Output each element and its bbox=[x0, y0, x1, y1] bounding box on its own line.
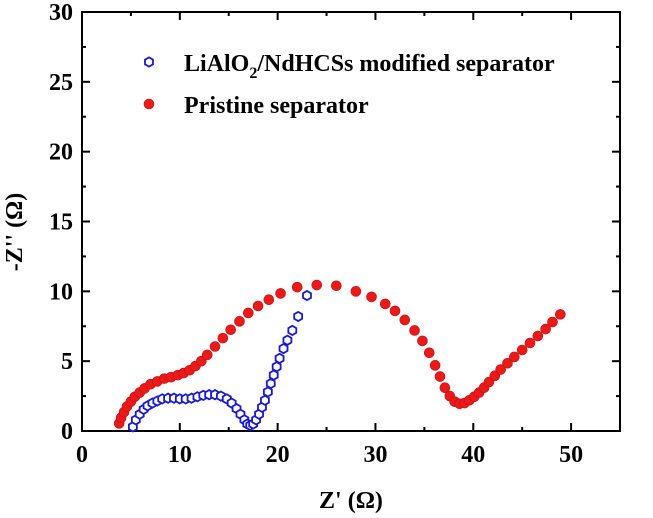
data-point bbox=[379, 298, 391, 310]
x-axis-label: Z' (Ω) bbox=[319, 488, 383, 514]
y-tick-label: 0 bbox=[61, 419, 73, 445]
data-point bbox=[268, 369, 279, 381]
data-point bbox=[209, 341, 221, 352]
x-tick-label: 20 bbox=[266, 442, 290, 468]
x-tick-label: 0 bbox=[76, 442, 88, 468]
data-point bbox=[532, 330, 544, 342]
data-point bbox=[399, 314, 411, 326]
data-point bbox=[495, 364, 506, 375]
data-point bbox=[271, 361, 282, 373]
data-point bbox=[201, 349, 213, 361]
data-point bbox=[242, 307, 254, 319]
x-tick-label: 40 bbox=[461, 442, 485, 468]
data-point bbox=[350, 286, 362, 297]
axis-labels: Z' (Ω) -Z'' (Ω) bbox=[2, 193, 383, 514]
series-pristine-separator bbox=[113, 279, 566, 429]
data-point bbox=[439, 382, 451, 394]
data-point bbox=[509, 351, 520, 363]
data-point bbox=[293, 310, 304, 323]
series-modified-separator bbox=[127, 289, 312, 433]
x-tick-label: 50 bbox=[559, 442, 583, 468]
legend-label-pristine: Pristine separator bbox=[184, 93, 369, 119]
data-point bbox=[287, 324, 298, 337]
data-point bbox=[291, 281, 303, 293]
data-point bbox=[389, 305, 401, 317]
legend: LiAlO2/NdHCSs modified separator Pristine… bbox=[143, 51, 555, 119]
y-tick-label: 5 bbox=[61, 349, 73, 375]
y-tick-label: 15 bbox=[49, 210, 73, 236]
y-axis-label: -Z'' (Ω) bbox=[2, 193, 28, 272]
y-tick-label: 10 bbox=[49, 279, 73, 305]
legend-marker-modified bbox=[144, 56, 154, 68]
x-tick-label: 30 bbox=[363, 442, 387, 468]
data-point bbox=[274, 352, 285, 365]
legend-label-subscript: 2 bbox=[249, 65, 257, 82]
y-tick-label: 20 bbox=[49, 140, 73, 166]
data-point bbox=[429, 360, 441, 371]
data-point bbox=[540, 323, 551, 335]
data-point bbox=[302, 289, 312, 302]
y-tick-label: 25 bbox=[49, 70, 73, 96]
data-point bbox=[217, 332, 229, 344]
legend-label-main: LiAlO bbox=[184, 51, 249, 77]
data-point bbox=[275, 288, 286, 299]
data-point bbox=[409, 325, 420, 336]
axes: 0 10 20 30 40 50 0 5 10 15 20 25 30 bbox=[49, 0, 621, 468]
data-point bbox=[252, 300, 264, 312]
data-point bbox=[524, 337, 536, 349]
data-point bbox=[547, 316, 558, 328]
data-point bbox=[516, 344, 528, 356]
data-point bbox=[366, 291, 377, 303]
y-tick-label: 30 bbox=[49, 0, 73, 26]
data-point bbox=[262, 386, 273, 398]
legend-label-rest: /NdHCSs modified separator bbox=[256, 51, 555, 77]
data-series bbox=[113, 279, 566, 433]
data-point bbox=[263, 294, 275, 306]
data-point bbox=[225, 324, 236, 336]
data-point bbox=[434, 371, 446, 382]
data-point bbox=[502, 357, 513, 369]
data-point bbox=[311, 279, 323, 291]
x-tick-label: 10 bbox=[168, 442, 192, 468]
data-point bbox=[555, 309, 566, 320]
data-point bbox=[260, 394, 270, 406]
legend-label-modified: LiAlO2/NdHCSs modified separator bbox=[184, 51, 555, 82]
data-point bbox=[423, 347, 435, 359]
data-point bbox=[234, 316, 245, 327]
data-point bbox=[278, 342, 289, 355]
data-point bbox=[265, 377, 276, 390]
data-point bbox=[417, 335, 428, 347]
data-point bbox=[331, 280, 342, 292]
data-point bbox=[282, 334, 293, 346]
legend-marker-pristine bbox=[143, 98, 155, 110]
